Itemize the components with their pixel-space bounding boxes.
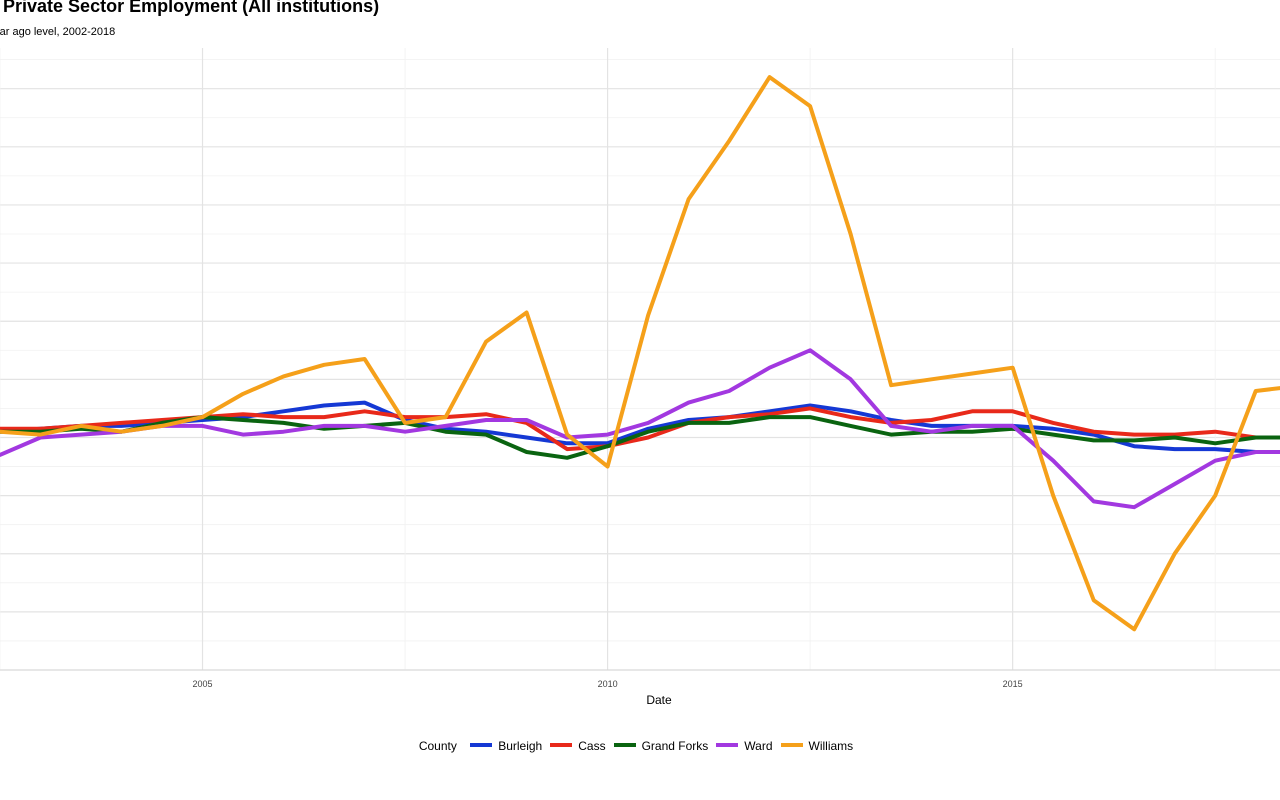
x-tick-label: 2010 — [598, 679, 618, 689]
legend-label: Williams — [808, 739, 854, 754]
legend-label: Cass — [578, 739, 606, 754]
series-line-ward — [0, 348, 1280, 510]
legend-item-burleigh: Burleigh — [470, 738, 542, 753]
series-line-grand-forks — [0, 415, 1280, 460]
legend-key — [550, 743, 573, 748]
x-axis-label: Date — [646, 693, 672, 707]
legend-item-cass: Cass — [550, 738, 606, 754]
legend-label: Ward — [744, 739, 773, 754]
legend-title: County — [418, 738, 457, 753]
x-tick-label: 2005 — [193, 679, 213, 689]
series-line-cass — [0, 406, 1280, 452]
x-axis: 2005 2010 2015 — [0, 669, 1280, 689]
legend-items: Burleigh Cass Grand Forks Ward Williams — [470, 738, 861, 754]
series-lines — [0, 75, 1280, 632]
legend-key — [613, 743, 636, 748]
legend-item-ward: Ward — [716, 738, 773, 754]
legend-label: Grand Forks — [641, 739, 709, 754]
chart-title: a Private Sector Employment (All institu… — [0, 0, 380, 16]
legend-key — [470, 743, 493, 748]
legend-item-williams: Williams — [780, 738, 854, 754]
legend-key — [780, 743, 803, 748]
series-line-williams — [0, 75, 1280, 632]
legend: County Burleigh Cass Grand Forks Ward Willia… — [0, 738, 1280, 753]
chart-subtitle: year ago level, 2002-2018 — [0, 26, 116, 38]
grid — [0, 48, 1280, 671]
legend-key — [716, 743, 739, 748]
legend-item-grand-forks: Grand Forks — [613, 738, 709, 754]
legend-label: Burleigh — [498, 739, 543, 754]
x-tick-label: 2015 — [1003, 679, 1023, 689]
